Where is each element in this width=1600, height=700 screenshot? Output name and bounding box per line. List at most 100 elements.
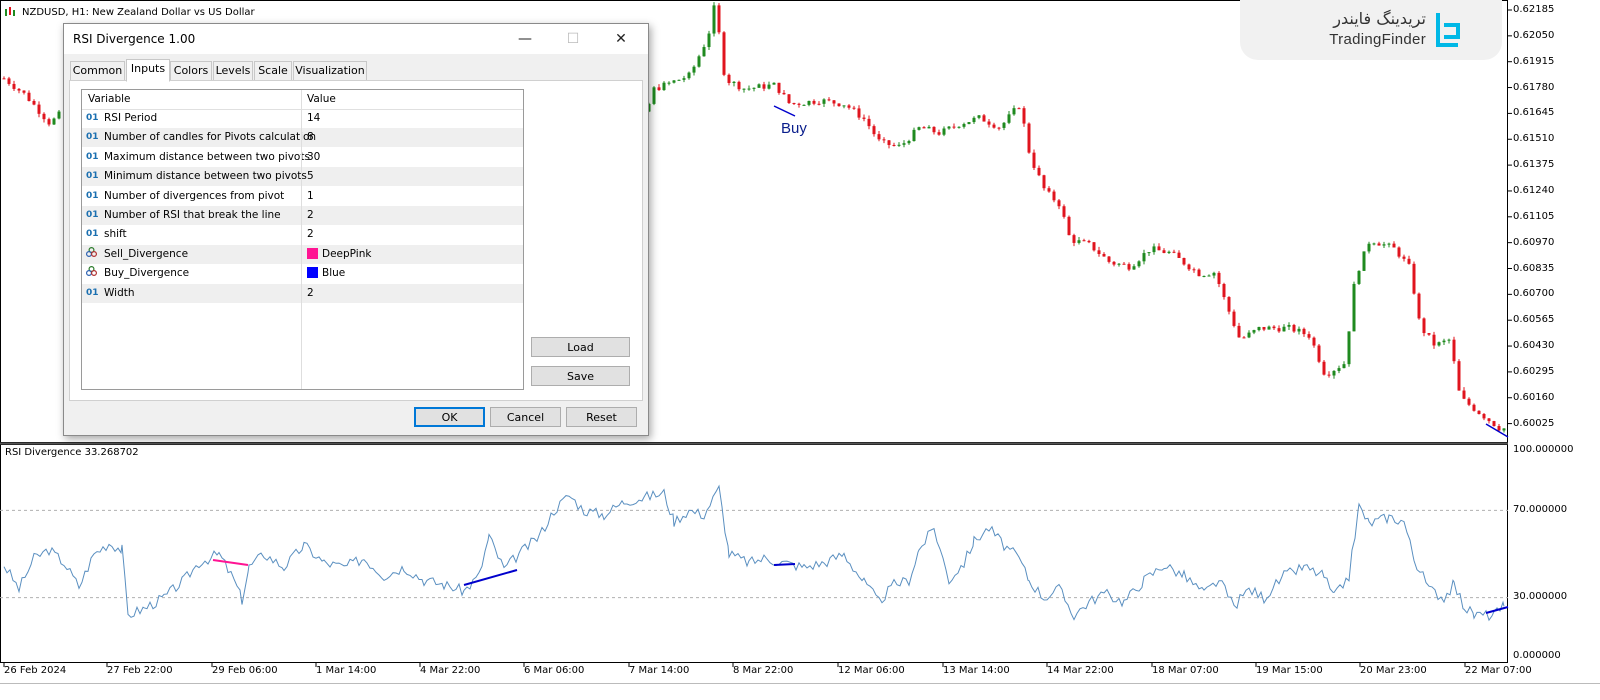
logo-persian-text: تریدینگ فایندر [1333, 9, 1426, 28]
load-button[interactable]: Load [531, 337, 630, 357]
tab-scale[interactable]: Scale [254, 61, 292, 81]
candle-body [22, 90, 26, 93]
time-tick-label: 26 Feb 2024 [4, 665, 67, 676]
parameters-grid[interactable]: Variable Value 01 RSI Period 14 01 Number of… [81, 89, 524, 390]
candle-body [757, 84, 761, 88]
buy-signal-label: Buy [781, 120, 807, 137]
candle-body [797, 103, 801, 105]
candle-body [752, 87, 756, 89]
int-icon: 01 [86, 229, 99, 240]
param-name: Sell_Divergence [104, 247, 189, 260]
tab-visualization[interactable]: Visualization [293, 61, 367, 81]
candle-body [892, 144, 896, 146]
param-row[interactable]: 01 Number of RSI that break the line 2 [82, 206, 523, 225]
param-row[interactable]: 01 Maximum distance between two pivots 30 [82, 148, 523, 167]
candle-body [1432, 334, 1436, 346]
minimize-icon: — [518, 31, 532, 47]
time-tick-label: 19 Mar 15:00 [1256, 665, 1323, 676]
price-tick-label: 0.60835 [1513, 262, 1555, 274]
candle-body [1197, 269, 1201, 277]
candle-body [657, 87, 661, 91]
param-value[interactable]: Blue [307, 264, 345, 283]
param-row[interactable]: 01 RSI Period 14 [82, 109, 523, 128]
candle-body [1032, 152, 1036, 168]
param-row[interactable]: 01 shift 2 [82, 225, 523, 244]
save-button[interactable]: Save [531, 366, 630, 386]
candle-body [1167, 251, 1171, 253]
candle-body [1082, 240, 1086, 242]
color-swatch[interactable] [307, 247, 318, 259]
param-value[interactable]: 5 [307, 167, 314, 186]
int-icon: 01 [86, 151, 99, 162]
candle-body [1002, 122, 1006, 128]
param-value[interactable]: DeepPink [307, 245, 371, 264]
column-separator [301, 90, 302, 389]
candle-body [862, 117, 866, 119]
param-value[interactable]: 14 [307, 109, 320, 128]
param-value-text: 2 [307, 209, 314, 221]
candle-body [772, 82, 776, 85]
tab-common[interactable]: Common [70, 61, 125, 81]
param-row[interactable]: 01 Width 2 [82, 283, 523, 303]
candle-body [732, 81, 736, 83]
price-tick-label: 0.60025 [1513, 417, 1555, 429]
candle-body [1017, 108, 1021, 110]
chart-type-icon [4, 6, 18, 17]
candle-body [832, 100, 836, 104]
candle-body [1417, 293, 1421, 319]
candle-body [1327, 374, 1331, 376]
color-swatch[interactable] [307, 267, 318, 279]
param-value[interactable]: 30 [307, 148, 320, 167]
candle-body [1377, 243, 1381, 246]
indicator-title: RSI Divergence 33.268702 [5, 447, 139, 458]
candle-body [1162, 250, 1166, 253]
tab-colors[interactable]: Colors [170, 61, 212, 81]
buy-divergence-line [1485, 423, 1509, 438]
param-value-text: 2 [307, 228, 314, 241]
param-row[interactable]: Buy_Divergence Blue [82, 264, 523, 283]
candle-body [1262, 326, 1266, 330]
param-name: shift [104, 228, 127, 241]
param-value[interactable]: 8 [307, 128, 314, 147]
param-row[interactable]: 01 Number of divergences from pivot 1 [82, 187, 523, 206]
candle-body [667, 82, 671, 84]
param-name: Number of candles for Pivots calculation [104, 131, 317, 144]
param-row[interactable]: Sell_Divergence DeepPink [82, 244, 523, 264]
indicator-frame [0, 444, 1508, 663]
candle-body [1282, 326, 1286, 332]
candle-body [647, 103, 651, 112]
candle-body [912, 129, 916, 142]
param-row[interactable]: 01 Number of candles for Pivots calculati… [82, 128, 523, 148]
param-value[interactable]: 2 [307, 225, 314, 244]
param-value-text: 30 [307, 150, 321, 163]
param-value[interactable]: 1 [307, 187, 314, 206]
inputs-panel: Variable Value 01 RSI Period 14 01 Number of… [69, 80, 643, 401]
param-name: RSI Period [104, 112, 158, 124]
tab-inputs[interactable]: Inputs [126, 59, 170, 82]
tab-levels[interactable]: Levels [213, 61, 253, 81]
close-button[interactable]: ✕ [598, 24, 644, 54]
candle-body [1342, 364, 1346, 369]
dialog-titlebar[interactable]: RSI Divergence 1.00 — ☐ ✕ [64, 24, 648, 54]
time-tick-label: 1 Mar 14:00 [316, 665, 377, 676]
candle-body [1407, 258, 1411, 264]
param-row[interactable]: 01 Minimum distance between two pivots 5 [82, 167, 523, 187]
candle-body [1097, 250, 1101, 254]
minimize-button[interactable]: — [502, 24, 548, 54]
candle-body [1127, 264, 1131, 270]
color-icon [85, 264, 100, 283]
param-value[interactable]: 2 [307, 284, 314, 303]
candle-body [837, 103, 841, 107]
indicator-tick-label: 100.000000 [1513, 444, 1574, 455]
candle-body [842, 105, 846, 107]
int-icon: 01 [86, 190, 99, 201]
candle-body [1222, 283, 1226, 298]
cancel-button[interactable]: Cancel [490, 407, 561, 427]
candle-body [1072, 235, 1076, 243]
param-value[interactable]: 2 [307, 206, 314, 225]
reset-button[interactable]: Reset [566, 407, 637, 427]
candle-body [787, 94, 791, 103]
candle-body [1387, 243, 1391, 245]
ok-button[interactable]: OK [414, 407, 485, 427]
